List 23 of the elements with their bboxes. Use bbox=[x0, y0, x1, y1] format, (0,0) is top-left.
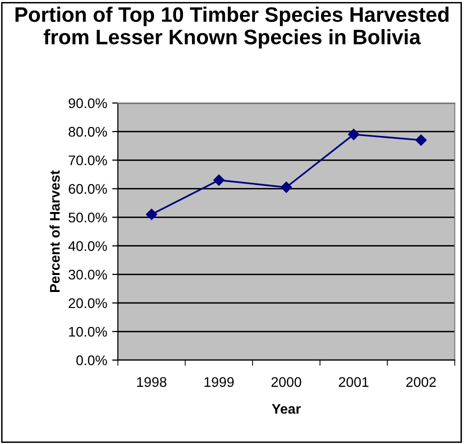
y-tick-label: 40.0% bbox=[68, 241, 107, 251]
y-tick-label: 10.0% bbox=[69, 326, 107, 337]
y-tick-label: 0.0% bbox=[76, 355, 107, 366]
point bbox=[415, 134, 427, 146]
x-tick-label: 1998 bbox=[137, 377, 166, 387]
y-tick-label: 60.0% bbox=[68, 184, 107, 194]
point bbox=[280, 182, 292, 193]
x-tick-label: 1999 bbox=[204, 377, 234, 387]
y-tick-label: 90.0% bbox=[68, 98, 107, 108]
point bbox=[146, 208, 158, 220]
y-tick-label: 20.0% bbox=[68, 298, 107, 308]
y-tick-label: 50.0% bbox=[68, 212, 107, 222]
y-tick-label: 70.0% bbox=[68, 155, 107, 166]
x-axis-title: Year bbox=[272, 404, 301, 414]
x-tick-label: 2000 bbox=[272, 377, 302, 387]
point bbox=[213, 174, 225, 186]
chart-title: Portion of Top 10 Timber Species Harvested from Lesser Known Species in Bolivia bbox=[16, 6, 448, 49]
x-tick-label: 2001 bbox=[338, 377, 368, 387]
y-axis-title: Percent of Harvest bbox=[50, 170, 60, 292]
y-tick-label: 80.0% bbox=[68, 126, 107, 137]
point bbox=[348, 128, 360, 140]
x-tick-label: 2002 bbox=[406, 377, 436, 387]
y-tick-label: 30.0% bbox=[68, 270, 107, 280]
